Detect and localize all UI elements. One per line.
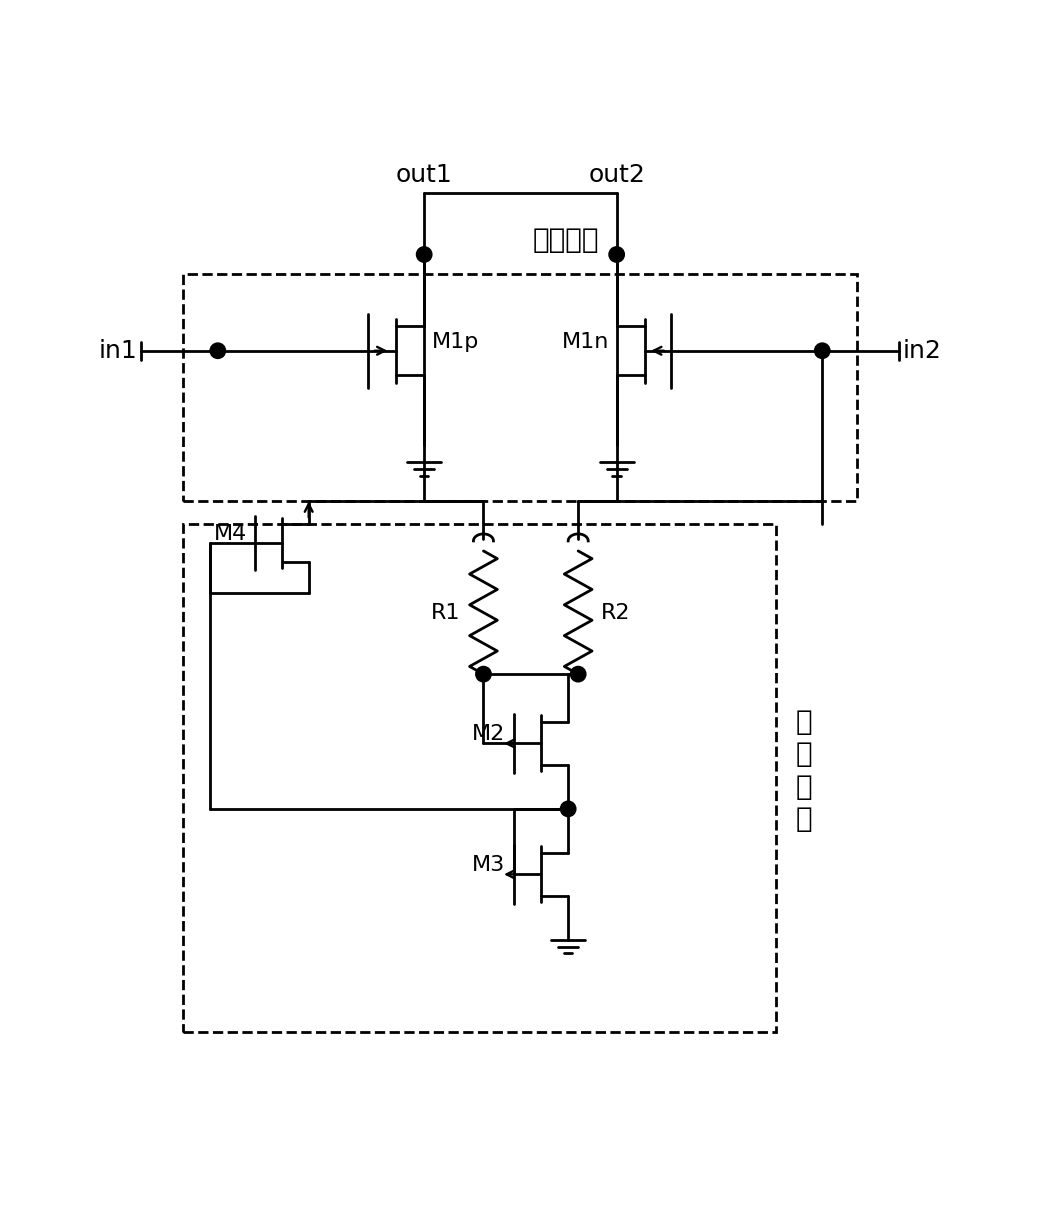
Text: M2: M2 <box>472 725 505 744</box>
Circle shape <box>814 343 830 359</box>
Text: M4: M4 <box>214 524 247 544</box>
Text: R2: R2 <box>601 603 631 623</box>
Circle shape <box>210 343 226 359</box>
Text: 放大单元: 放大单元 <box>533 226 599 254</box>
Text: R1: R1 <box>431 603 460 623</box>
Text: M3: M3 <box>472 855 505 876</box>
Text: in1: in1 <box>98 339 137 362</box>
Text: in2: in2 <box>903 339 942 362</box>
Circle shape <box>609 247 624 263</box>
Circle shape <box>417 247 432 263</box>
Text: 反
馈
单
元: 反 馈 单 元 <box>796 708 812 833</box>
Circle shape <box>476 666 491 682</box>
Text: M1n: M1n <box>562 332 609 351</box>
Circle shape <box>561 801 576 817</box>
Text: out1: out1 <box>396 163 452 187</box>
Circle shape <box>570 666 586 682</box>
Text: out2: out2 <box>588 163 645 187</box>
Bar <box>183 524 776 1032</box>
Text: M1p: M1p <box>432 332 479 351</box>
Bar <box>183 274 857 501</box>
